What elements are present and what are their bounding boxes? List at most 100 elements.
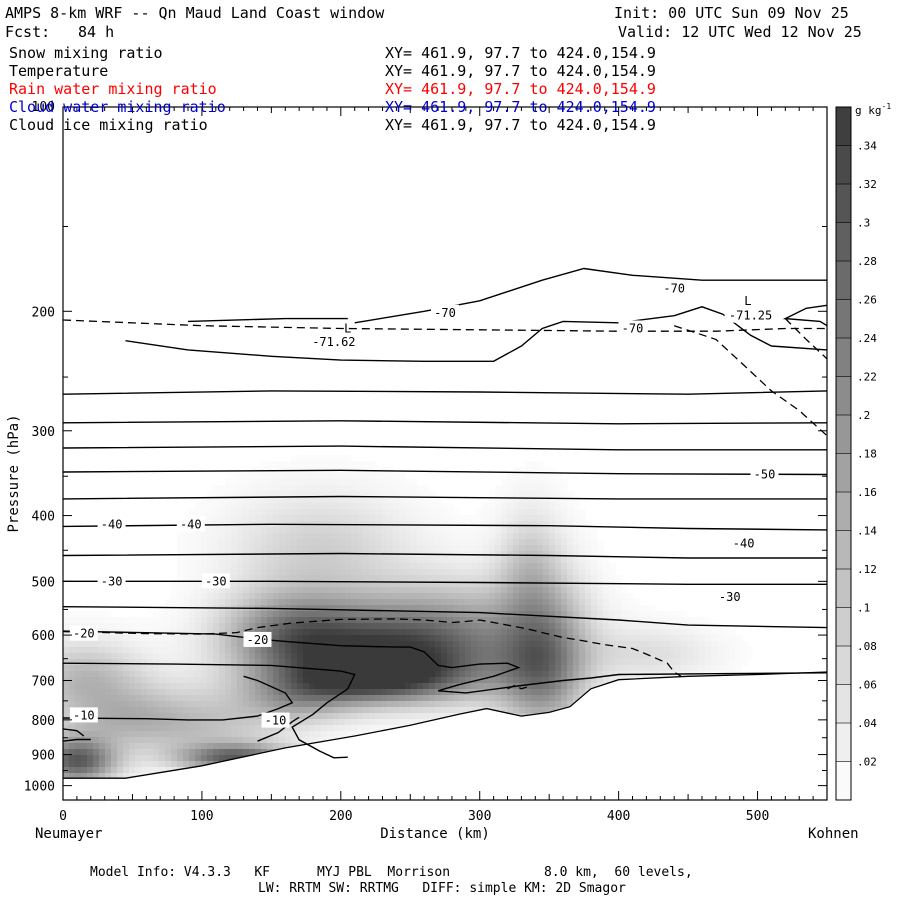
shade-cell (459, 677, 466, 684)
shade-cell (327, 683, 334, 690)
shade-cell (297, 695, 304, 702)
shade-cell (99, 671, 106, 678)
shade-cell (135, 731, 142, 738)
shade-cell (603, 593, 610, 600)
shade-cell (537, 545, 544, 552)
isotherm-label-bg (724, 307, 777, 323)
shade-cell (297, 593, 304, 600)
shade-cell (561, 593, 568, 600)
x-tick-label: 300 (468, 809, 491, 824)
shade-cell (423, 581, 430, 588)
shade-cell (405, 653, 412, 660)
shade-cell (285, 497, 292, 504)
shade-cell (207, 653, 214, 660)
shade-cell (615, 605, 622, 612)
shade-cell (273, 707, 280, 714)
shade-cell (585, 569, 592, 576)
shade-cell (477, 701, 484, 708)
shade-cell (315, 557, 322, 564)
shade-cell (243, 743, 250, 750)
shade-cell (177, 629, 184, 636)
shade-cell (489, 509, 496, 516)
shade-cell (63, 689, 70, 696)
shade-cell (297, 689, 304, 696)
shade-cell (543, 563, 550, 570)
shade-cell (225, 503, 232, 510)
shade-cell (291, 725, 298, 732)
shade-cell (519, 497, 526, 504)
shade-cell (291, 617, 298, 624)
shade-cell (501, 599, 508, 606)
shade-cell (663, 641, 670, 648)
shade-cell (537, 569, 544, 576)
shade-cell (177, 743, 184, 750)
shade-cell (291, 497, 298, 504)
shade-cell (339, 575, 346, 582)
shade-cell (75, 671, 82, 678)
shade-cell (567, 509, 574, 516)
shade-cell (351, 503, 358, 510)
shade-cell (423, 521, 430, 528)
shade-cell (531, 677, 538, 684)
shade-cell (111, 623, 118, 630)
shade-cell (495, 539, 502, 546)
shade-cell (315, 617, 322, 624)
shade-cell (189, 611, 196, 618)
shade-cell (471, 653, 478, 660)
shade-cell (387, 695, 394, 702)
shade-cell (141, 635, 148, 642)
shade-cell (309, 599, 316, 606)
shade-cell (477, 521, 484, 528)
colorbar-unit: g kg-1 (855, 102, 891, 117)
colorbar-tick-label: .12 (857, 563, 877, 576)
shade-cell (393, 653, 400, 660)
shade-cell (549, 683, 556, 690)
shade-cell (165, 659, 172, 666)
shade-cell (435, 695, 442, 702)
shade-cell (711, 641, 718, 648)
shade-cell (219, 617, 226, 624)
shade-cell (261, 659, 268, 666)
shade-cell (447, 563, 454, 570)
shade-cell (507, 503, 514, 510)
shade-cell (207, 503, 214, 510)
shade-cell (273, 641, 280, 648)
shade-cell (255, 599, 262, 606)
dashed-contour (784, 318, 828, 360)
shade-cell (375, 545, 382, 552)
shade-cell (171, 713, 178, 720)
shade-cell (525, 509, 532, 516)
low-marker: L (744, 294, 751, 308)
shade-cell (63, 623, 70, 630)
shade-cell (153, 743, 160, 750)
shade-cell (669, 653, 676, 660)
shade-cell (345, 503, 352, 510)
shade-cell (309, 515, 316, 522)
shade-cell (465, 653, 472, 660)
shade-cell (339, 485, 346, 492)
shade-cell (309, 671, 316, 678)
shade-cell (129, 641, 136, 648)
shade-cell (273, 527, 280, 534)
shade-cell (375, 473, 382, 480)
shade-cell (171, 749, 178, 756)
shade-cell (189, 593, 196, 600)
shade-cell (399, 485, 406, 492)
shade-cell (159, 671, 166, 678)
shade-cell (591, 635, 598, 642)
shade-cell (261, 581, 268, 588)
shade-cell (477, 641, 484, 648)
shade-cell (627, 623, 634, 630)
shade-cell (543, 473, 550, 480)
shade-cell (399, 527, 406, 534)
shade-cell (345, 713, 352, 720)
shade-cell (225, 497, 232, 504)
shade-cell (213, 659, 220, 666)
shade-cell (183, 743, 190, 750)
colorbar-segment (836, 684, 851, 724)
shade-cell (267, 707, 274, 714)
shade-cell (321, 689, 328, 696)
shade-cell (243, 623, 250, 630)
shade-cell (399, 533, 406, 540)
shade-cell (369, 503, 376, 510)
